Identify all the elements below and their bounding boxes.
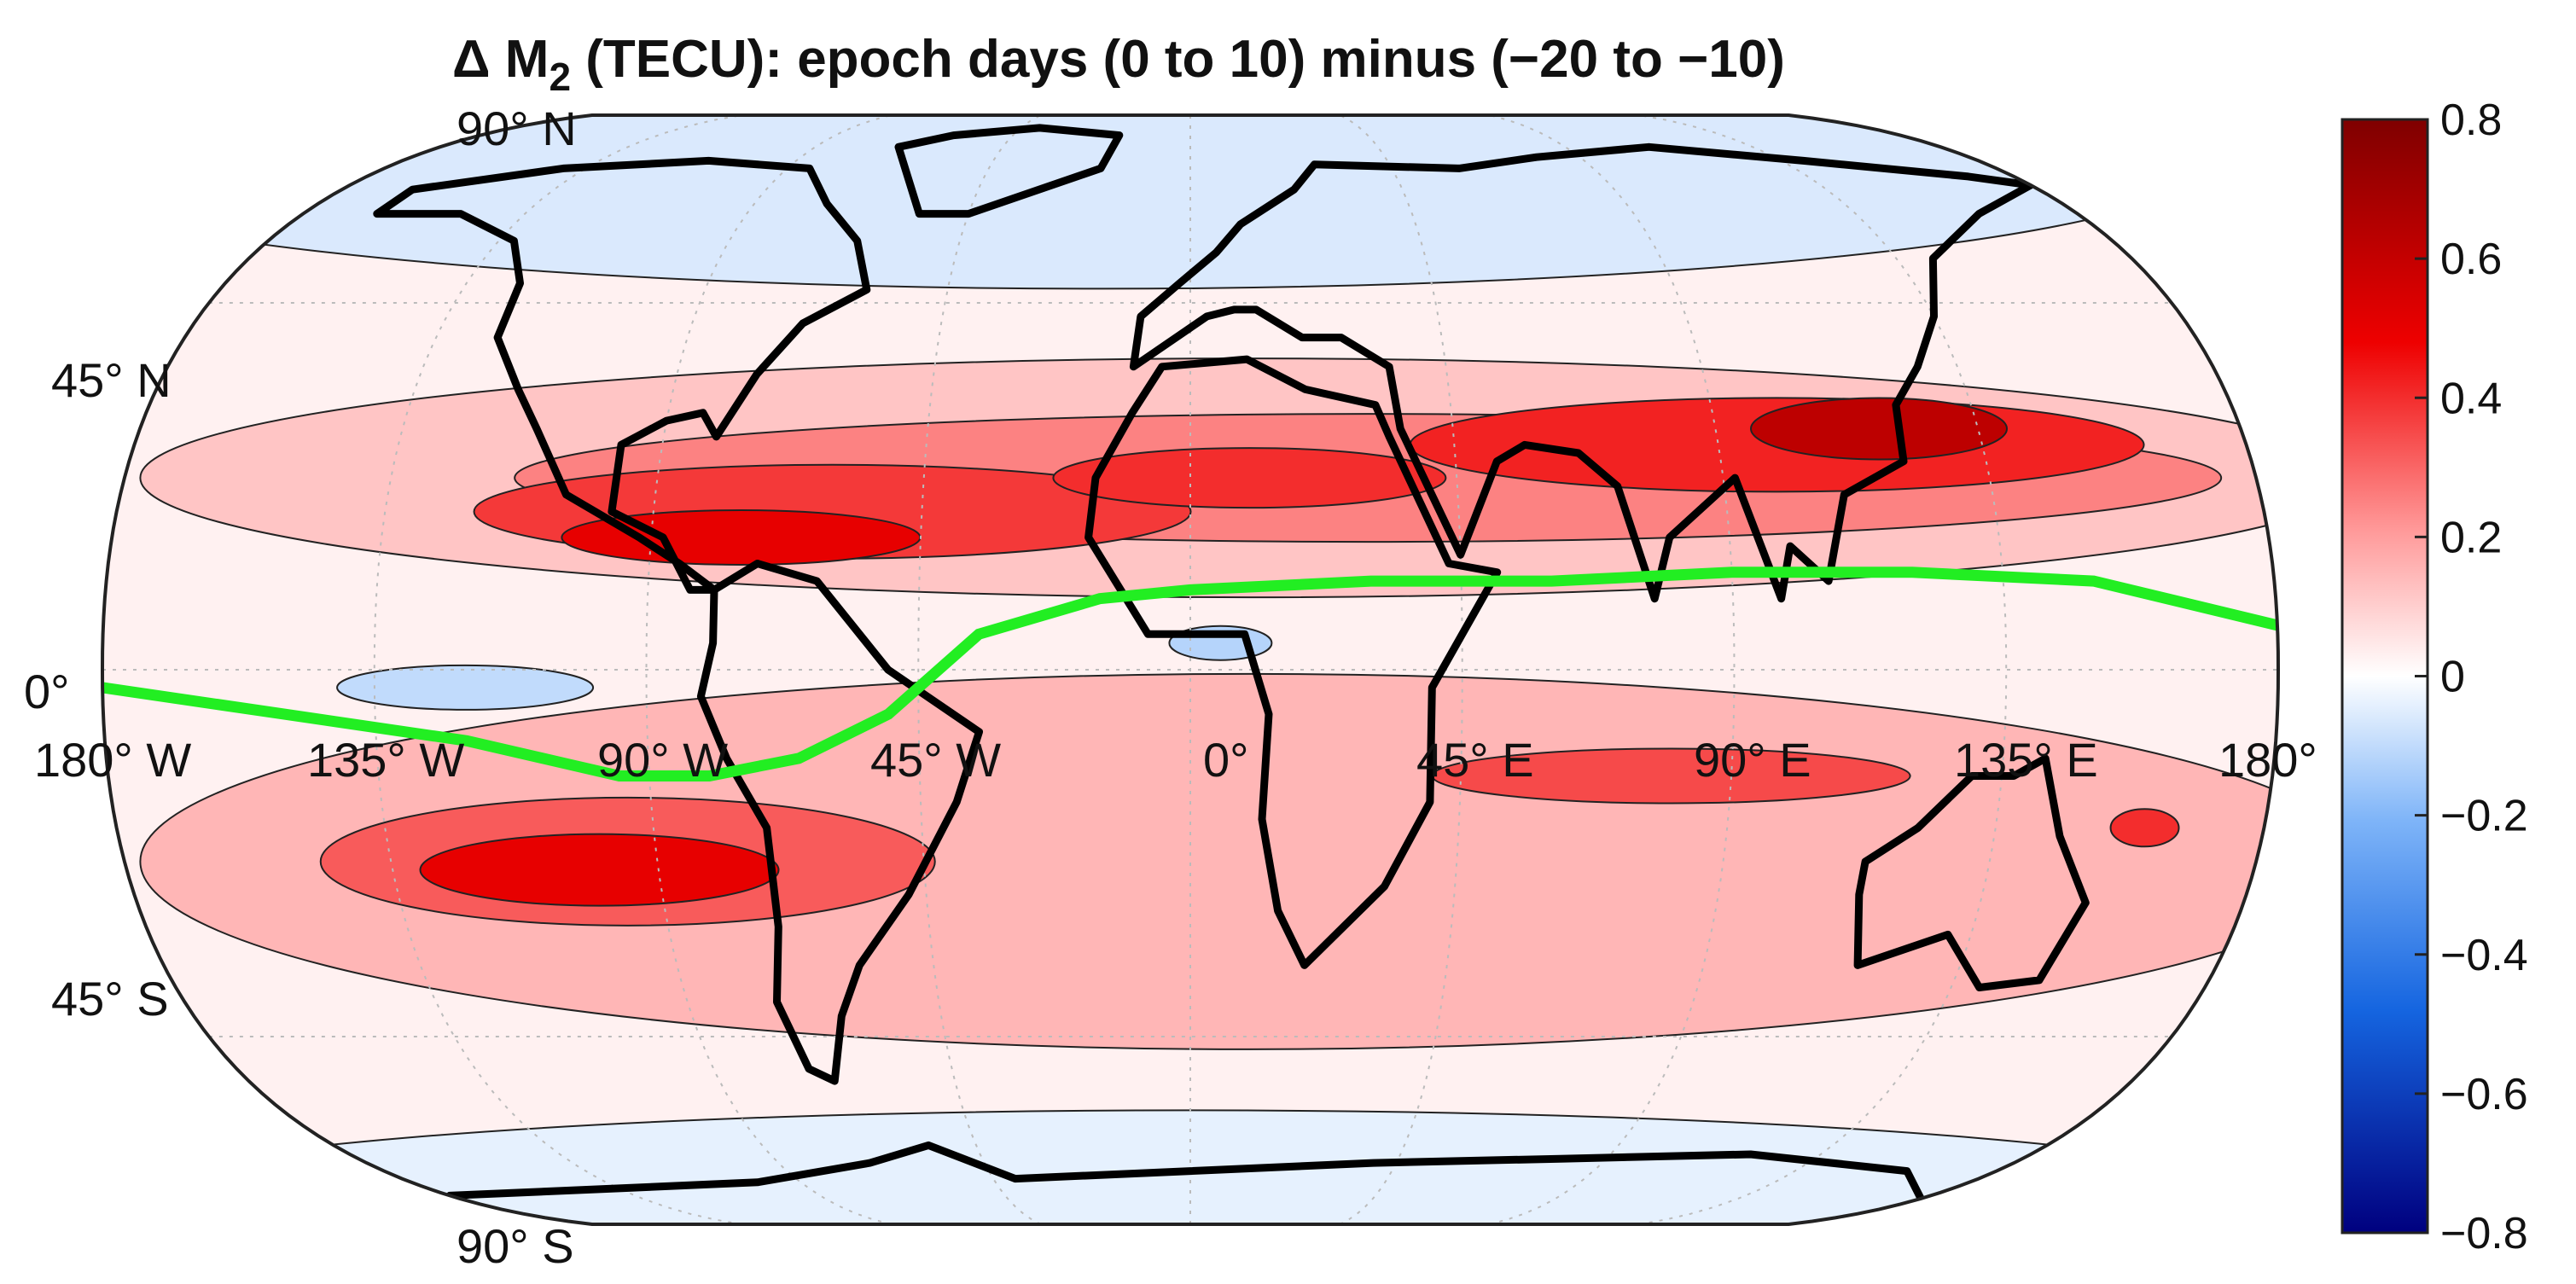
caribbean-core: [561, 508, 922, 566]
north-america-coast: [373, 156, 871, 594]
meridian-line: [645, 115, 892, 1224]
longitude-label: 135° E: [1954, 733, 2098, 787]
colorbar-ramp: [2340, 118, 2429, 1235]
south-atlantic-core: [419, 833, 780, 907]
pacific-trough: [336, 664, 595, 711]
australia-coast: [1853, 754, 2090, 991]
coastlines: [373, 124, 2090, 1203]
sahara-crest: [1052, 447, 1447, 509]
colorbar-tick-label: 0: [2440, 653, 2465, 702]
africa-coast: [1084, 355, 1502, 969]
latitude-label: 90° S: [456, 1219, 574, 1273]
colorbar-tick-label: −0.6: [2440, 1070, 2528, 1119]
meridian-line: [1489, 115, 1736, 1224]
asia-core: [1750, 397, 2009, 461]
antarctica-coast: [445, 1141, 1925, 1203]
latitude-label: 90° N: [456, 102, 577, 155]
greenland-coast: [894, 124, 1124, 218]
colorbar-tick-label: 0.6: [2440, 235, 2502, 284]
colorbar-tick-label: −0.4: [2440, 931, 2528, 980]
longitude-label: 45° E: [1416, 733, 1534, 787]
colorbar-ticks: 0.8 0.6 0.4 0.2 0 −0.2 −0.4 −0.6 −0.8: [2415, 96, 2528, 1258]
longitude-label: 135° W: [307, 733, 464, 787]
colorbar-tick-label: 0.8: [2440, 96, 2502, 145]
meridian-line: [1638, 115, 2008, 1224]
pacific-spot: [2109, 808, 2180, 848]
south-america-coast: [696, 560, 983, 1085]
meridian-line: [1339, 115, 1463, 1224]
latitude-labels: 90° N 45° N 0° 45° S 90° S: [24, 102, 577, 1273]
longitude-label: 180° W: [34, 733, 191, 787]
latitude-label: 45° N: [51, 353, 172, 407]
longitude-labels: 180° W 135° W 90° W 45° W 0° 45° E 90° E 135° E…: [34, 733, 2317, 787]
colorbar: 0.8 0.6 0.4 0.2 0 −0.2 −0.4 −0.6 −0.8: [2340, 96, 2528, 1258]
meridian-line: [373, 115, 742, 1224]
eurasia-coast: [1129, 142, 2035, 603]
magnetic-equator-line: [102, 566, 2278, 781]
latitude-label: 0°: [24, 665, 70, 718]
map-outline: [100, 113, 2281, 1226]
longitude-label: 45° W: [870, 733, 1001, 787]
colorbar-tick-label: −0.8: [2440, 1209, 2528, 1258]
colorbar-tick-label: −0.2: [2440, 792, 2528, 841]
longitude-label: 90° E: [1694, 733, 1811, 787]
chart-title: Δ M2 (TECU): epoch days (0 to 10) minus …: [452, 30, 1785, 99]
latitude-label: 45° S: [51, 972, 169, 1025]
colorbar-tick-label: 0.2: [2440, 513, 2502, 562]
colorbar-tick-label: 0.4: [2440, 374, 2502, 423]
longitude-label: 0°: [1203, 733, 1249, 787]
world-map: 90° N 45° N 0° 45° S 90° S 180° W 135° W 90° W…: [24, 102, 2317, 1273]
antarctic-band: [102, 1109, 2278, 1224]
longitude-label: 180°: [2218, 733, 2317, 787]
longitude-label: 90° W: [597, 733, 728, 787]
